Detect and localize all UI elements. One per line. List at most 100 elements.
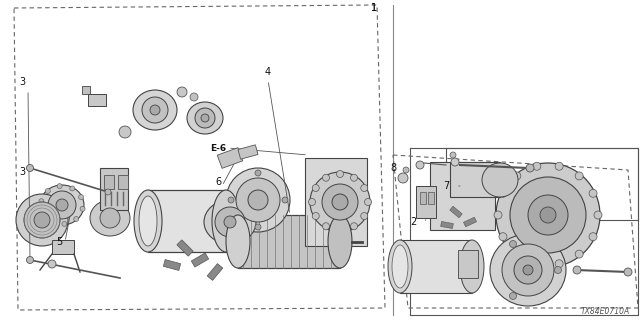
Circle shape	[494, 211, 502, 219]
Circle shape	[236, 178, 280, 222]
Circle shape	[80, 206, 85, 211]
Circle shape	[26, 164, 33, 172]
Ellipse shape	[226, 168, 290, 232]
Ellipse shape	[226, 215, 250, 268]
Circle shape	[24, 202, 60, 238]
Circle shape	[589, 233, 597, 241]
Bar	[148, 190, 226, 252]
Circle shape	[177, 87, 187, 97]
Ellipse shape	[310, 172, 370, 232]
Circle shape	[573, 266, 581, 274]
Circle shape	[361, 185, 368, 191]
Ellipse shape	[134, 190, 162, 252]
Bar	[104, 175, 114, 189]
Ellipse shape	[204, 200, 256, 244]
Bar	[100, 168, 128, 210]
Circle shape	[337, 171, 344, 178]
Text: 7: 7	[443, 181, 449, 191]
Circle shape	[255, 170, 261, 176]
Circle shape	[26, 257, 33, 263]
Circle shape	[215, 207, 245, 237]
Circle shape	[40, 210, 45, 215]
Circle shape	[365, 198, 371, 205]
Circle shape	[450, 152, 456, 158]
Circle shape	[594, 211, 602, 219]
Text: E-6: E-6	[210, 143, 226, 153]
Bar	[416, 186, 436, 218]
Circle shape	[322, 184, 358, 220]
Circle shape	[589, 189, 597, 197]
Bar	[441, 221, 453, 228]
Circle shape	[337, 227, 344, 234]
Circle shape	[224, 216, 236, 228]
Ellipse shape	[392, 245, 408, 288]
Circle shape	[526, 164, 534, 172]
Text: 4: 4	[265, 67, 271, 77]
Circle shape	[332, 194, 348, 210]
Text: 3: 3	[19, 77, 25, 87]
Circle shape	[39, 199, 44, 204]
Circle shape	[195, 108, 215, 128]
Circle shape	[499, 233, 507, 241]
Circle shape	[555, 260, 563, 268]
Circle shape	[398, 173, 408, 183]
Circle shape	[49, 219, 54, 224]
Circle shape	[228, 197, 234, 203]
Ellipse shape	[482, 163, 518, 197]
Ellipse shape	[212, 190, 240, 252]
Circle shape	[74, 217, 79, 221]
Ellipse shape	[16, 194, 68, 246]
Circle shape	[499, 189, 507, 197]
Circle shape	[514, 256, 542, 284]
Circle shape	[533, 162, 541, 170]
Circle shape	[509, 241, 516, 247]
Ellipse shape	[40, 185, 84, 225]
Circle shape	[416, 161, 424, 169]
Circle shape	[540, 207, 556, 223]
Circle shape	[554, 267, 561, 274]
Bar	[88, 94, 106, 106]
Circle shape	[282, 197, 288, 203]
Bar	[450, 162, 500, 197]
Text: 2: 2	[410, 217, 416, 227]
Circle shape	[34, 212, 50, 228]
Circle shape	[403, 167, 409, 173]
Circle shape	[624, 268, 632, 276]
Circle shape	[70, 186, 75, 191]
Circle shape	[323, 223, 330, 230]
Text: 3: 3	[19, 167, 25, 177]
Circle shape	[142, 97, 168, 123]
Circle shape	[79, 195, 84, 200]
Circle shape	[555, 162, 563, 170]
Bar	[52, 240, 74, 254]
Circle shape	[323, 174, 330, 181]
Circle shape	[105, 189, 111, 195]
Bar	[428, 192, 434, 204]
Ellipse shape	[90, 200, 130, 236]
Circle shape	[528, 195, 568, 235]
Bar	[118, 175, 128, 189]
Circle shape	[48, 260, 56, 268]
Circle shape	[361, 212, 368, 220]
Circle shape	[100, 208, 120, 228]
Circle shape	[255, 224, 261, 230]
Ellipse shape	[490, 234, 566, 306]
Circle shape	[509, 292, 516, 300]
Text: TX84E0710A: TX84E0710A	[580, 308, 630, 316]
Circle shape	[575, 172, 583, 180]
Circle shape	[308, 198, 316, 205]
Bar	[238, 215, 340, 268]
Circle shape	[533, 260, 541, 268]
Circle shape	[312, 185, 319, 191]
Bar	[163, 260, 180, 270]
Bar	[207, 264, 223, 280]
Circle shape	[56, 199, 68, 211]
Ellipse shape	[460, 240, 484, 293]
Circle shape	[119, 126, 131, 138]
Circle shape	[351, 174, 358, 181]
Bar	[177, 240, 193, 256]
Bar	[217, 148, 243, 168]
Bar	[463, 217, 477, 227]
Bar	[191, 253, 209, 267]
Circle shape	[510, 177, 586, 253]
